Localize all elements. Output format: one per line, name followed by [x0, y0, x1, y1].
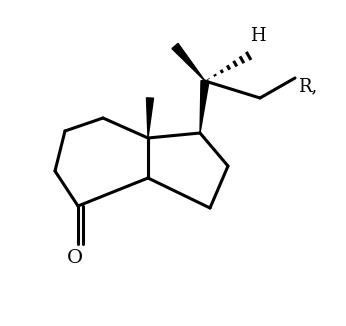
- Polygon shape: [172, 43, 205, 81]
- Polygon shape: [146, 98, 154, 138]
- Polygon shape: [200, 81, 209, 133]
- Text: O: O: [67, 249, 83, 267]
- Text: R,: R,: [298, 77, 318, 95]
- Text: H: H: [250, 27, 266, 45]
